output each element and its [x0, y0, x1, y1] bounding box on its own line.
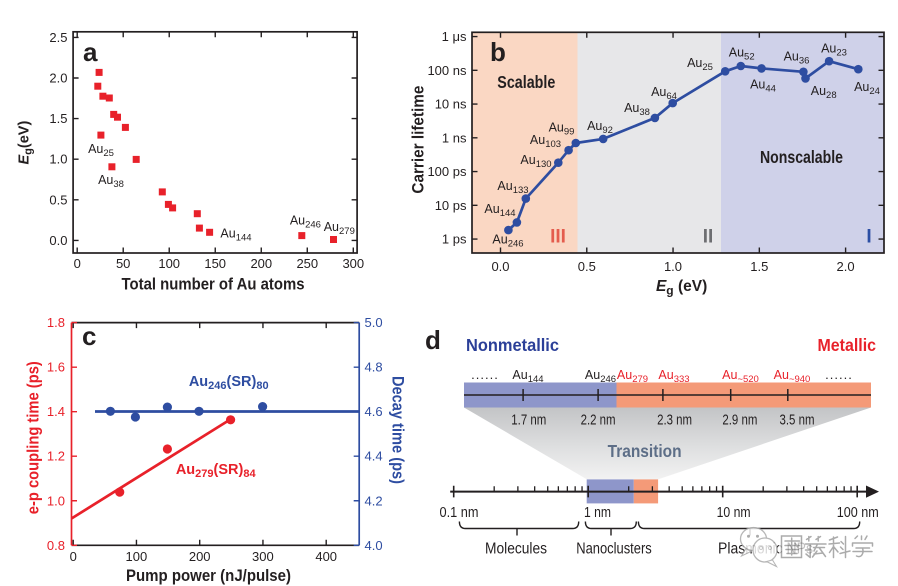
- svg-text:2.3 nm: 2.3 nm: [657, 413, 692, 429]
- svg-text:Molecules: Molecules: [485, 541, 547, 558]
- svg-text:Eg(eV): Eg(eV): [17, 121, 35, 165]
- svg-text:2.5: 2.5: [49, 30, 67, 45]
- svg-text:4.8: 4.8: [365, 360, 383, 375]
- svg-text:300: 300: [342, 256, 364, 271]
- svg-text:Au333: Au333: [658, 368, 689, 385]
- svg-text:......: ......: [471, 367, 499, 382]
- svg-text:0.8: 0.8: [47, 538, 65, 553]
- svg-text:150: 150: [204, 256, 226, 271]
- svg-text:0.1 nm: 0.1 nm: [440, 505, 479, 521]
- svg-text:b: b: [490, 37, 506, 67]
- svg-text:Carrier lifetime: Carrier lifetime: [409, 86, 428, 194]
- svg-text:2.9 nm: 2.9 nm: [722, 413, 757, 429]
- svg-text:a: a: [83, 37, 98, 67]
- svg-text:5.0: 5.0: [365, 315, 383, 330]
- svg-text:4.6: 4.6: [365, 404, 383, 419]
- svg-text:Eg (eV): Eg (eV): [656, 278, 707, 298]
- svg-text:Au144: Au144: [220, 227, 251, 244]
- svg-text:1.6: 1.6: [47, 360, 65, 375]
- svg-text:e-p coupling time (ps): e-p coupling time (ps): [24, 361, 43, 514]
- svg-text:Au144: Au144: [512, 368, 543, 385]
- svg-text:0.0: 0.0: [49, 233, 67, 248]
- svg-text:100 ns: 100 ns: [427, 63, 467, 78]
- svg-text:1.0: 1.0: [664, 259, 682, 274]
- svg-text:Nonmetallic: Nonmetallic: [466, 335, 559, 355]
- svg-text:......: ......: [825, 367, 853, 382]
- svg-text:Nanoclusters: Nanoclusters: [576, 541, 652, 558]
- svg-text:200: 200: [189, 549, 211, 564]
- svg-text:0.0: 0.0: [491, 259, 509, 274]
- svg-text:1.0: 1.0: [47, 493, 65, 508]
- svg-text:1.5: 1.5: [49, 111, 67, 126]
- svg-text:Metallic: Metallic: [818, 335, 877, 355]
- svg-text:0.5: 0.5: [49, 192, 67, 207]
- svg-text:1.8: 1.8: [47, 315, 65, 330]
- svg-text:Au~940: Au~940: [774, 368, 811, 385]
- svg-text:Au~520: Au~520: [722, 368, 759, 385]
- svg-text:10 nm: 10 nm: [717, 505, 751, 521]
- svg-text:Au38: Au38: [98, 173, 124, 190]
- svg-text:1.4: 1.4: [47, 404, 65, 419]
- svg-text:100: 100: [158, 256, 180, 271]
- svg-text:50: 50: [116, 256, 130, 271]
- svg-text:Au279: Au279: [324, 220, 355, 237]
- svg-text:400: 400: [315, 549, 337, 564]
- svg-text:1.5: 1.5: [750, 259, 768, 274]
- svg-text:250: 250: [296, 256, 318, 271]
- svg-text:Nonscalable: Nonscalable: [760, 147, 843, 167]
- svg-text:Total number of Au atoms: Total number of Au atoms: [122, 276, 305, 294]
- svg-text:4.0: 4.0: [365, 538, 383, 553]
- svg-text:Transition: Transition: [608, 441, 682, 461]
- svg-text:c: c: [82, 321, 96, 351]
- svg-text:1 ns: 1 ns: [442, 130, 467, 145]
- svg-text:III: III: [550, 227, 566, 248]
- svg-text:1 ps: 1 ps: [442, 232, 467, 247]
- svg-text:0: 0: [74, 256, 81, 271]
- svg-text:100 ps: 100 ps: [427, 164, 467, 179]
- svg-text:10 ps: 10 ps: [435, 198, 467, 213]
- svg-text:Scalable: Scalable: [497, 72, 555, 92]
- svg-text:Au246(SR)80: Au246(SR)80: [189, 374, 269, 392]
- svg-text:Decay time (ps): Decay time (ps): [389, 376, 408, 484]
- svg-text:100 nm: 100 nm: [837, 505, 879, 521]
- svg-text:2.2 nm: 2.2 nm: [581, 413, 616, 429]
- svg-text:Au279(SR)84: Au279(SR)84: [176, 462, 257, 480]
- svg-text:Au246: Au246: [585, 368, 616, 385]
- svg-text:Au25: Au25: [88, 142, 114, 159]
- svg-text:1 nm: 1 nm: [584, 505, 611, 521]
- svg-text:0.5: 0.5: [578, 259, 596, 274]
- svg-text:2.0: 2.0: [49, 71, 67, 86]
- svg-text:II: II: [703, 227, 714, 248]
- svg-text:4.4: 4.4: [365, 449, 383, 464]
- svg-text:1 μs: 1 μs: [442, 29, 467, 44]
- svg-text:100: 100: [126, 549, 148, 564]
- svg-text:I: I: [866, 227, 871, 248]
- svg-text:Au279: Au279: [617, 368, 648, 385]
- svg-text:1.2: 1.2: [47, 449, 65, 464]
- svg-text:3.5 nm: 3.5 nm: [780, 413, 815, 429]
- svg-text:d: d: [425, 325, 441, 355]
- svg-text:300: 300: [252, 549, 274, 564]
- svg-text:1.7 nm: 1.7 nm: [511, 413, 546, 429]
- svg-text:10 ns: 10 ns: [435, 97, 467, 112]
- svg-text:2.0: 2.0: [837, 259, 855, 274]
- svg-text:Pump power (nJ/pulse): Pump power (nJ/pulse): [126, 566, 291, 585]
- svg-text:1.0: 1.0: [49, 152, 67, 167]
- svg-text:0: 0: [70, 549, 77, 564]
- svg-text:Au246: Au246: [290, 214, 321, 231]
- svg-text:4.2: 4.2: [365, 493, 383, 508]
- svg-text:200: 200: [250, 256, 272, 271]
